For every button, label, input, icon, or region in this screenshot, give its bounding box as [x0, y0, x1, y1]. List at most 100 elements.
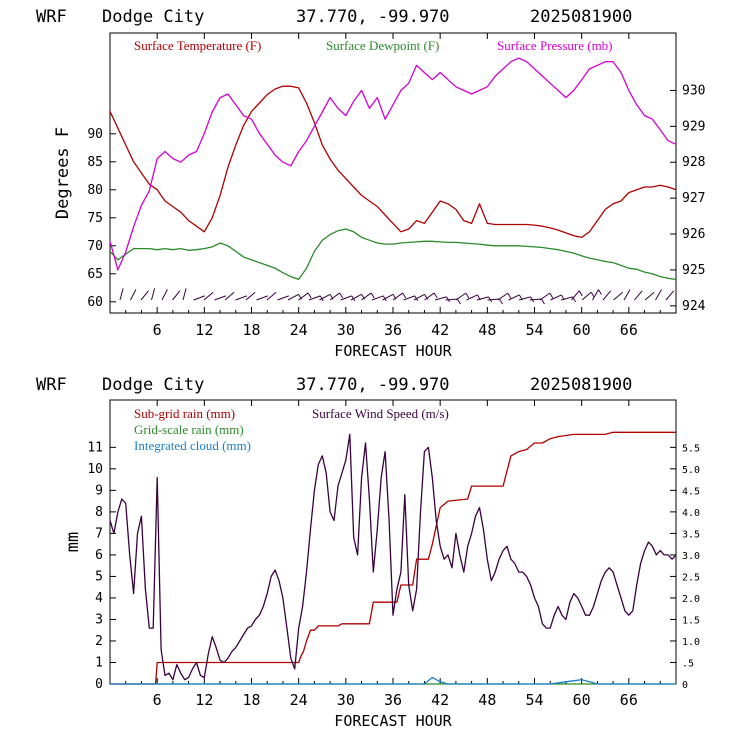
wind-barb	[193, 295, 205, 301]
legend-entry: Surface Pressure (mb)	[497, 38, 613, 53]
wind-barb	[581, 291, 592, 301]
y2-tick-label: 1.0	[682, 637, 700, 648]
wind-barb	[560, 296, 573, 301]
y2-tick-label: 4.0	[682, 508, 700, 519]
wind-barb	[655, 289, 662, 301]
wind-barb	[413, 293, 425, 301]
y2-tick-label: 5.0	[682, 465, 700, 476]
header-model: WRF	[36, 7, 67, 27]
wind-barb	[529, 298, 542, 301]
wind-barb	[434, 296, 447, 301]
wind-barb	[518, 296, 531, 301]
x-tick-label: 48	[478, 691, 496, 709]
x-tick-label: 54	[525, 321, 543, 339]
wind-barb	[571, 290, 580, 301]
y2-tick-label: 0	[682, 680, 688, 691]
wind-barb	[140, 290, 149, 301]
header-run: 2025081900	[530, 375, 632, 395]
series-surface-temperature-f	[109, 85, 677, 239]
wind-barb	[644, 291, 655, 301]
wind-barb	[392, 292, 404, 301]
wind-barb	[455, 292, 467, 301]
wind-barb-flag	[598, 289, 602, 295]
y-tick-label: 6	[95, 548, 103, 563]
wind-barb-flag	[541, 298, 545, 305]
wind-barb	[151, 288, 156, 301]
wind-barb-flag	[499, 298, 503, 305]
wind-barb	[466, 294, 478, 301]
wind-barb-flag	[402, 292, 407, 299]
wind-barb	[508, 294, 520, 301]
wind-barb	[214, 295, 226, 301]
wind-barb-flag	[370, 292, 375, 299]
y-tick-label: 90	[87, 127, 103, 142]
wind-barb	[235, 295, 247, 301]
x-tick-label: 24	[290, 321, 308, 339]
x-tick-label: 6	[153, 321, 162, 339]
wind-barb-flag	[307, 292, 312, 299]
x-tick-label: 18	[242, 321, 260, 339]
wind-barb	[329, 292, 341, 301]
wind-barb	[602, 290, 612, 301]
wind-barb	[350, 293, 362, 301]
wind-barb	[424, 292, 435, 301]
y-tick-label: 0	[95, 677, 103, 692]
x-tick-label: 42	[431, 321, 449, 339]
wind-barb	[623, 289, 631, 301]
header-station: Dodge City	[102, 7, 204, 27]
y-tick-label: 9	[95, 483, 103, 498]
wind-barb	[634, 290, 643, 301]
y2-tick-label: 3.0	[682, 551, 700, 562]
wind-barb	[308, 295, 321, 301]
legend-entry: Surface Temperature (F)	[134, 38, 261, 53]
x-tick-label: 42	[431, 691, 449, 709]
wind-barb-flag	[590, 292, 595, 298]
y2-tick-label: 929	[682, 119, 705, 134]
x-axis-label: FORECAST HOUR	[334, 712, 452, 730]
wind-barb	[298, 292, 309, 301]
y2-tick-label: .5	[682, 658, 694, 669]
x-tick-label: 48	[478, 321, 496, 339]
y-axis-label: mm	[63, 532, 83, 552]
x-tick-label: 12	[195, 691, 213, 709]
x-tick-label: 30	[337, 321, 355, 339]
y-axis-label: Degrees F	[53, 127, 73, 219]
wind-barb	[224, 291, 235, 301]
wind-barb	[119, 288, 124, 301]
header-run: 2025081900	[530, 7, 632, 27]
y2-tick-label: 926	[682, 227, 705, 242]
y2-tick-label: 927	[682, 191, 705, 206]
plot-frame	[109, 32, 677, 314]
wind-barb	[130, 289, 137, 301]
y2-tick-label: 2.5	[682, 572, 700, 583]
wind-barb	[497, 292, 509, 301]
wind-barb	[161, 289, 168, 301]
y2-tick-label: 2.0	[682, 594, 700, 605]
legend-entry: Surface Dewpoint (F)	[326, 38, 439, 53]
panel-temperature-pressure: WRF Dodge City 37.770, -99.970 2025081900 6 1…	[36, 7, 706, 360]
y-tick-label: 8	[95, 505, 103, 520]
y2-tick-label: 4.5	[682, 486, 700, 497]
wind-barb	[182, 288, 187, 301]
wind-barb	[592, 289, 599, 301]
y-tick-label: 80	[87, 183, 103, 198]
y-tick-label: 70	[87, 239, 103, 254]
legend-entry: Grid-scale rain (mm)	[134, 422, 244, 437]
series-surface-wind-speed-m-s	[109, 433, 677, 681]
y2-tick-label: 928	[682, 155, 705, 170]
y2-tick-label: 3.5	[682, 529, 700, 540]
header-model: WRF	[36, 375, 67, 395]
wind-barb	[287, 293, 299, 301]
y-tick-label: 5	[95, 569, 103, 584]
wind-barb	[361, 292, 372, 301]
series-surface-dewpoint-f	[109, 228, 677, 281]
wind-barb-flag	[549, 292, 554, 299]
series-sub-grid-rain-mm	[110, 431, 676, 685]
y2-tick-label: 930	[682, 83, 705, 98]
panel-precip-wind: WRF Dodge City 37.770, -99.970 2025081900 6 1…	[36, 375, 700, 730]
x-tick-label: 6	[153, 691, 162, 709]
wind-barb-flag	[433, 292, 438, 299]
y-tick-label: 85	[87, 155, 103, 170]
y-tick-label: 10	[87, 462, 103, 477]
x-tick-label: 66	[620, 691, 638, 709]
